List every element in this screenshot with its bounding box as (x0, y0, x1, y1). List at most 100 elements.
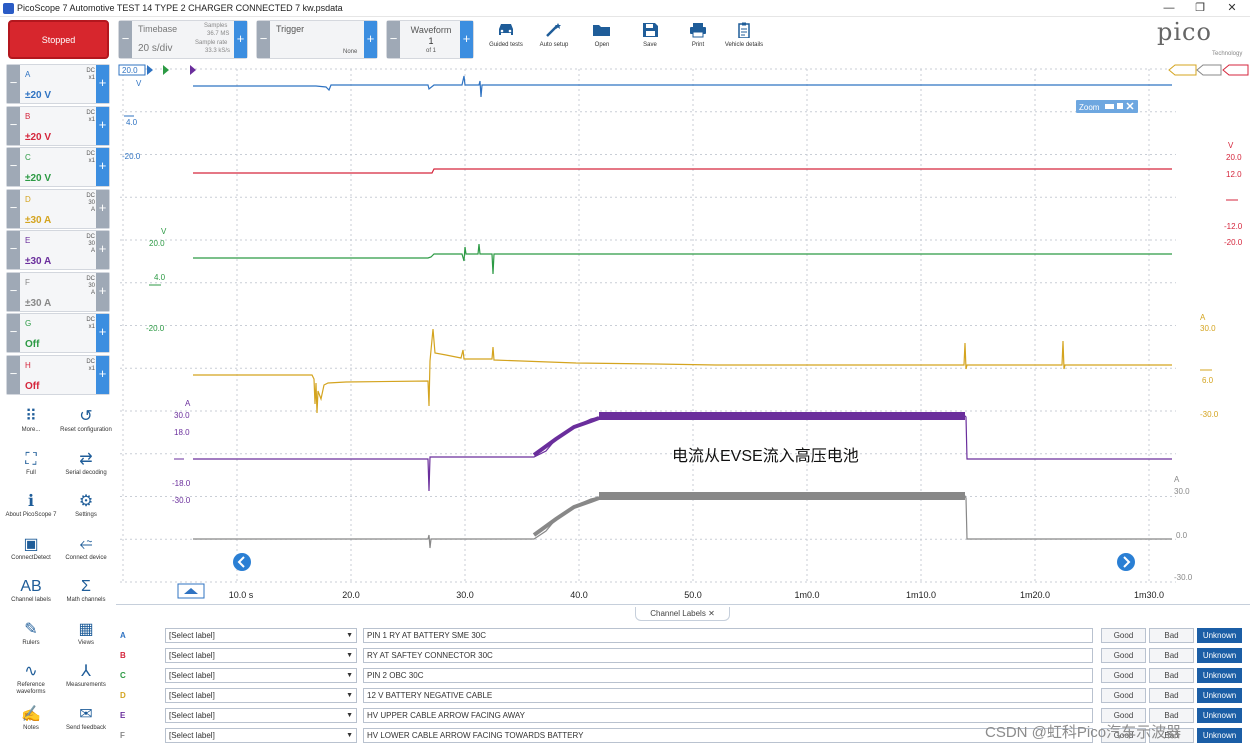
channel-card-b[interactable]: − B DC x1 ±20 V + (6, 105, 110, 146)
vehicle-details-button[interactable]: Vehicle details (720, 19, 768, 59)
open-button[interactable]: Open (578, 19, 626, 59)
channel-c-marker-icon[interactable] (163, 65, 169, 75)
measurements-button[interactable]: ⅄ Measurements (66, 663, 106, 688)
rulers-button[interactable]: ✎ Rulers (4, 619, 58, 661)
channel-card-h[interactable]: − H DC x1 Off + (6, 354, 110, 395)
bad-button[interactable]: Bad (1149, 688, 1194, 703)
guided-tests-button[interactable]: Guided tests (482, 19, 530, 59)
channel-range[interactable]: Off (25, 380, 40, 392)
save-button[interactable]: Save (626, 19, 674, 59)
math-channels-button[interactable]: Σ Math channels (66, 578, 106, 603)
channel-e-marker-icon[interactable] (190, 65, 196, 75)
waveform-next-button[interactable]: + (460, 21, 473, 58)
label-description-field[interactable]: HV LOWER CABLE ARROW FACING TOWARDS BATT… (363, 728, 1093, 743)
timebase-value[interactable]: 20 s/div (138, 43, 173, 54)
channel-range-increase-button[interactable]: + (96, 189, 109, 228)
unknown-button[interactable]: Unknown (1197, 628, 1242, 643)
waveform-number[interactable]: 1 (428, 36, 434, 46)
channel-card-e[interactable]: − E DC 30 A ±30 A + (6, 230, 110, 270)
reset-configuration-button[interactable]: ↺ Reset configuration (60, 408, 112, 433)
label-description-field[interactable]: PIN 1 RY AT BATTERY SME 30C (363, 628, 1093, 643)
zoom-close-icon[interactable] (1126, 102, 1134, 110)
full-button[interactable]: ⛶ Full (4, 449, 58, 491)
close-icon[interactable]: ✕ (708, 609, 715, 618)
channel-range[interactable]: ±30 A (25, 297, 52, 309)
send-feedback-button[interactable]: ✉ Send feedback (65, 705, 107, 731)
good-button[interactable]: Good (1101, 668, 1146, 683)
channel-range-decrease-button[interactable]: − (7, 148, 20, 186)
channel-card-f[interactable]: − F DC 30 A ±30 A + (6, 271, 110, 312)
auto-setup-button[interactable]: Auto setup (530, 19, 578, 59)
maximize-button[interactable]: ❐ (1195, 2, 1205, 14)
unknown-button[interactable]: Unknown (1197, 688, 1242, 703)
channel-range-increase-button[interactable]: + (96, 65, 109, 103)
channel-range[interactable]: ±30 A (25, 214, 52, 226)
channel-range-increase-button[interactable]: + (96, 148, 109, 186)
bad-button[interactable]: Bad (1149, 728, 1194, 743)
channel-a-marker-icon[interactable] (147, 65, 153, 75)
label-select[interactable]: [Select label] ▼ (165, 708, 357, 723)
unknown-button[interactable]: Unknown (1197, 728, 1242, 743)
channel-card-c[interactable]: − C DC x1 ±20 V + (6, 147, 110, 187)
channel-range[interactable]: Off (25, 339, 40, 350)
label-select[interactable]: [Select label] ▼ (165, 628, 357, 643)
label-select[interactable]: [Select label] ▼ (165, 668, 357, 683)
channel-range[interactable]: ±20 V (25, 173, 52, 184)
label-select[interactable]: [Select label] ▼ (165, 728, 357, 743)
label-description-field[interactable]: 12 V BATTERY NEGATIVE CABLE (363, 688, 1093, 703)
label-select[interactable]: [Select label] ▼ (165, 688, 357, 703)
bad-button[interactable]: Bad (1149, 648, 1194, 663)
bad-button[interactable]: Bad (1149, 668, 1194, 683)
unknown-button[interactable]: Unknown (1197, 648, 1242, 663)
unknown-button[interactable]: Unknown (1197, 668, 1242, 683)
channel-card-g[interactable]: − G DC x1 Off + (6, 313, 110, 353)
trigger-mode[interactable]: None (343, 49, 358, 55)
scroll-left-button[interactable] (233, 553, 251, 571)
channel-b-marker-icon[interactable] (1222, 64, 1249, 76)
run-stop-button[interactable]: Stopped (8, 20, 109, 59)
channel-range-decrease-button[interactable]: − (7, 106, 20, 145)
channel-range-increase-button[interactable]: + (96, 355, 109, 394)
label-description-field[interactable]: PIN 2 OBC 30C (363, 668, 1093, 683)
print-button[interactable]: Print (674, 19, 722, 59)
channel-range-increase-button[interactable]: + (96, 314, 109, 352)
channel-labels-tab[interactable]: Channel Labels ✕ (635, 607, 730, 621)
channel-f-marker-icon[interactable] (1196, 64, 1222, 76)
good-button[interactable]: Good (1101, 628, 1146, 643)
channel-range-decrease-button[interactable]: − (7, 314, 20, 352)
bad-button[interactable]: Bad (1149, 628, 1194, 643)
time-marker-box[interactable] (118, 64, 146, 76)
label-description-field[interactable]: HV UPPER CABLE ARROW FACING AWAY (363, 708, 1093, 723)
trigger-increase-button[interactable]: + (364, 21, 377, 58)
minimize-button[interactable]: — (1163, 2, 1175, 14)
settings-button[interactable]: ⚙ Settings (75, 493, 97, 518)
unknown-button[interactable]: Unknown (1197, 708, 1242, 723)
channel-card-d[interactable]: − D DC 30 A ±30 A + (6, 188, 110, 229)
waveform-graph[interactable]: 20.0 Zoom V 4.0 -20.0 V 20.0 4.0 -20.0 A 30.0 18.0 -… (116, 61, 1250, 604)
connect-device-button[interactable]: ⭉ Connect device (65, 535, 107, 561)
channel-range-increase-button[interactable]: + (96, 231, 109, 269)
reference-waveforms-button[interactable]: ∿ Reference waveforms (16, 663, 46, 695)
channel-range-decrease-button[interactable]: − (7, 65, 20, 103)
label-select[interactable]: [Select label] ▼ (165, 648, 357, 663)
channel-d-marker-icon[interactable] (1168, 64, 1197, 76)
about-picoscope-7-button[interactable]: ℹ About PicoScope 7 (5, 493, 57, 518)
channel-range[interactable]: ±20 V (25, 90, 52, 101)
connectdetect-button[interactable]: ▣ ConnectDetect (11, 535, 51, 561)
channel-card-a[interactable]: − A DC x1 ±20 V + (6, 64, 110, 104)
timebase-increase-button[interactable]: + (234, 21, 247, 58)
channel-range-decrease-button[interactable]: − (7, 272, 20, 311)
good-button[interactable]: Good (1101, 648, 1146, 663)
timebase-decrease-button[interactable]: − (119, 21, 132, 58)
notes-button[interactable]: ✍ Notes (21, 705, 41, 731)
scope-view[interactable]: 20.0 Zoom V 4.0 -20.0 V 20.0 4.0 -20.0 A 30.0 18.0 -… (116, 61, 1250, 604)
good-button[interactable]: Good (1101, 708, 1146, 723)
channel-range-decrease-button[interactable]: − (7, 189, 20, 228)
bad-button[interactable]: Bad (1149, 708, 1194, 723)
serial-decoding-button[interactable]: ⇄ Serial decoding (65, 450, 107, 476)
more-button[interactable]: ⠿ More... (21, 408, 41, 433)
close-button[interactable]: ✕ (1227, 2, 1237, 14)
waveform-prev-button[interactable]: − (387, 21, 400, 58)
scroll-right-button[interactable] (1117, 553, 1135, 571)
channel-range-increase-button[interactable]: + (96, 272, 109, 311)
